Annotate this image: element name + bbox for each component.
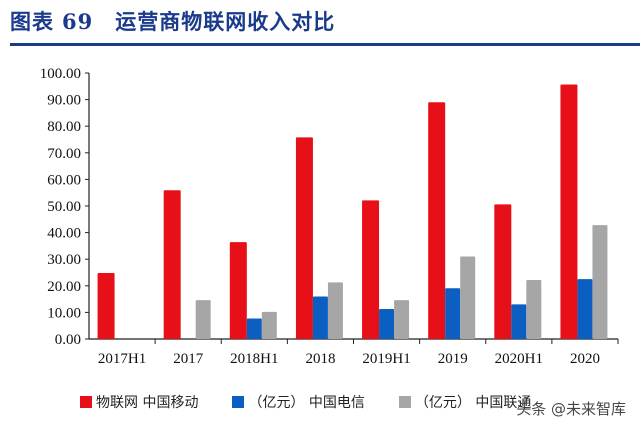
legend-item-mobile: 物联网 中国移动 — [80, 392, 198, 412]
y-tick-label: 90.00 — [47, 93, 81, 109]
bar-unicom-2020H1 — [526, 279, 542, 339]
legend-swatch — [398, 396, 411, 408]
bar-mobile-2017 — [163, 190, 181, 339]
watermark: 头条 @未来智库 — [516, 400, 626, 418]
y-tick-label: 30.00 — [47, 252, 81, 268]
x-tick-label: 2019H1 — [362, 351, 410, 367]
y-tick-label: 20.00 — [47, 279, 81, 295]
bar-telecom-2018 — [312, 296, 328, 339]
y-tick-label: 60.00 — [47, 172, 81, 188]
legend-swatch — [80, 396, 92, 408]
x-tick-label: 2018H1 — [230, 351, 278, 367]
title-rule — [10, 43, 640, 46]
y-tick-label: 100.00 — [40, 66, 81, 82]
legend-label: （亿元） 中国电信 — [248, 395, 365, 411]
y-tick-label: 70.00 — [47, 146, 81, 162]
legend-label: 物联网 中国移动 — [96, 395, 199, 411]
bar-telecom-2018H1 — [246, 318, 262, 339]
bar-unicom-2019 — [460, 256, 476, 339]
bar-mobile-2020H1 — [494, 204, 512, 339]
figure-label: 图表 — [10, 9, 54, 34]
y-tick-label: 50.00 — [47, 199, 81, 215]
figure-number: 69 — [62, 9, 94, 34]
bar-unicom-2018 — [327, 282, 343, 339]
bar-unicom-2017 — [195, 300, 211, 339]
bar-mobile-2019 — [428, 102, 446, 339]
bar-telecom-2019 — [445, 288, 461, 339]
legend-swatch — [232, 396, 245, 408]
x-tick-label: 2018 — [305, 351, 335, 367]
bar-mobile-2019H1 — [362, 200, 380, 339]
x-tick-label: 2017H1 — [98, 351, 146, 367]
legend: 物联网 中国移动 （亿元） 中国电信 （亿元） 中国联通 — [80, 392, 531, 412]
x-tick-label: 2019 — [438, 351, 468, 367]
bar-telecom-2020H1 — [511, 304, 527, 339]
y-tick-label: 0.00 — [55, 332, 81, 348]
bar-telecom-2020 — [577, 279, 593, 339]
legend-label: （亿元） 中国联通 — [414, 395, 532, 411]
bar-unicom-2020 — [592, 225, 608, 339]
bar-unicom-2018H1 — [261, 311, 277, 339]
figure-title: 图表 69 运营商物联网收入对比 — [10, 6, 335, 36]
x-tick-label: 2020H1 — [495, 351, 543, 367]
y-tick-label: 40.00 — [47, 226, 81, 242]
x-tick-label: 2020 — [570, 351, 600, 367]
bar-unicom-2019H1 — [394, 300, 410, 339]
x-tick-label: 2017 — [173, 351, 204, 367]
bar-mobile-2017H1 — [97, 273, 115, 339]
figure-title-text: 运营商物联网收入对比 — [115, 9, 336, 34]
y-tick-label: 80.00 — [47, 119, 81, 135]
bar-mobile-2018 — [295, 137, 313, 339]
y-tick-label: 10.00 — [47, 305, 81, 321]
legend-item-telecom: （亿元） 中国电信 — [232, 392, 365, 412]
bar-telecom-2019H1 — [379, 308, 395, 339]
legend-item-unicom: （亿元） 中国联通 — [398, 392, 532, 412]
bar-mobile-2018H1 — [229, 242, 247, 339]
bar-mobile-2020 — [560, 84, 578, 339]
